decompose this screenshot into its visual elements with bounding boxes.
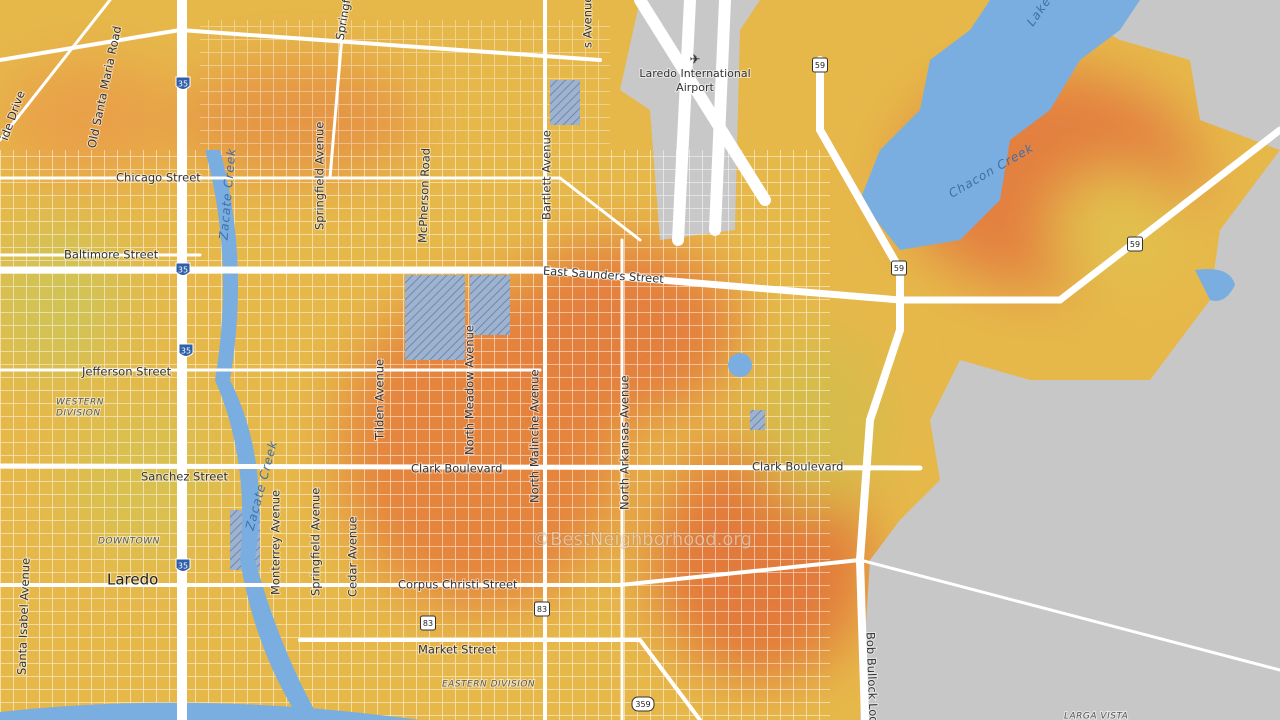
interstate-shield <box>175 76 191 90</box>
shield-label: 35 <box>178 80 188 89</box>
airport-label: Airport <box>676 81 714 94</box>
interstate-shield <box>175 558 191 572</box>
place-label: WESTERN <box>56 398 104 408</box>
street-label: Bartlett Avenue <box>540 130 554 220</box>
street-label: Bob Bullock Loo <box>864 632 881 720</box>
interstate-shield <box>178 343 194 357</box>
street-label: North Arkansas Avenue <box>618 375 632 510</box>
street-label: Clark Boulevard <box>411 462 502 476</box>
shield-label: 83 <box>537 605 547 614</box>
street-label: McPherson Road <box>416 148 433 244</box>
no-data-area <box>860 0 1280 720</box>
street-label: North Meadow Avenue <box>463 325 477 455</box>
street-label: Cedar Avenue <box>346 516 360 597</box>
street-label: North Malinche Avenue <box>528 369 542 503</box>
route-shield <box>891 260 907 276</box>
route-shield <box>1127 236 1143 252</box>
street-label: Tilden Avenue <box>373 359 387 441</box>
airport-label: Laredo International <box>639 67 750 80</box>
street-grid <box>200 20 610 150</box>
place-label: DOWNTOWN <box>98 537 160 547</box>
street-label: Chicago Street <box>116 171 201 185</box>
shield-label: 59 <box>815 61 825 70</box>
place-label: LARGA VISTA <box>1064 712 1128 720</box>
street-label: Clark Boulevard <box>752 460 843 474</box>
route-shield <box>534 601 550 617</box>
street-label: Market Street <box>418 643 497 657</box>
place-label: EASTERN DIVISION <box>442 680 535 690</box>
street-label: s Avenue <box>581 0 595 48</box>
city-label: Laredo <box>107 571 158 589</box>
route-shield <box>420 615 436 631</box>
street-label: Baltimore Street <box>64 248 159 262</box>
shield-label: 83 <box>423 619 433 628</box>
street-label: Jefferson Street <box>81 365 172 379</box>
street-label: Springfield Avenue <box>309 488 323 596</box>
street-label: Santa Isabel Avenue <box>15 558 33 676</box>
interstate-shield <box>175 262 191 276</box>
shield-label: 35 <box>178 562 188 571</box>
street-label: Monterrey Avenue <box>269 490 283 595</box>
shield-label: 35 <box>181 347 191 356</box>
street-label: Corpus Christi Street <box>398 578 518 592</box>
shield-label: 35 <box>178 266 188 275</box>
route-shield <box>812 57 828 73</box>
place-label: DIVISION <box>56 409 101 419</box>
shield-label: 359 <box>635 700 650 709</box>
water <box>0 0 1235 720</box>
watermark: ©BestNeighborhood.org <box>532 529 752 550</box>
street-label: Springfield Avenue <box>313 122 327 230</box>
street-label: Sanchez Street <box>141 470 228 484</box>
street-grid <box>0 150 830 720</box>
shield-label: 59 <box>894 264 904 273</box>
route-shield <box>631 696 655 712</box>
shield-label: 59 <box>1130 240 1140 249</box>
airport-icon: ✈ <box>690 53 701 68</box>
